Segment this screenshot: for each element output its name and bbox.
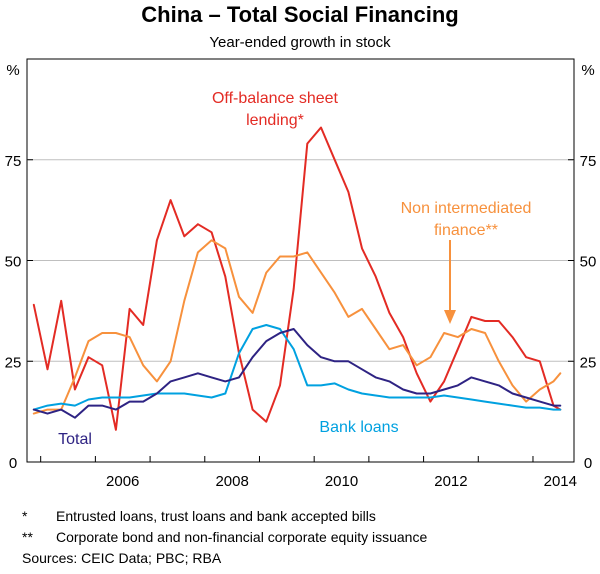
ytick-label-right-0: 0 xyxy=(584,455,592,472)
label-bank-loans: Bank loans xyxy=(319,419,398,436)
label-off-balance-line1: Off-balance sheet xyxy=(212,90,339,107)
label-off-balance-line2: lending* xyxy=(246,112,304,129)
xtick-label-2014: 2014 xyxy=(544,473,577,490)
ytick-label-right-75: 75 xyxy=(580,153,597,170)
series-line-bank-loans xyxy=(32,324,562,411)
y-unit-left: % xyxy=(6,62,19,79)
y-unit-right: % xyxy=(581,62,594,79)
series-line-total xyxy=(32,328,562,419)
series-lines xyxy=(32,126,562,431)
series-line-off-balance-sheet-lending xyxy=(32,126,562,431)
axis-ticks xyxy=(27,159,574,463)
footnotes: * Entrusted loans, trust loans and bank … xyxy=(22,506,592,569)
tick-labels: 0 0 25 25 50 50 75 75 2006 2008 2010 2012 2014 xyxy=(5,153,597,490)
chart-title: China – Total Social Financing xyxy=(141,2,458,27)
xtick-label-2006: 2006 xyxy=(106,473,139,490)
xtick-label-2010: 2010 xyxy=(325,473,358,490)
label-non-intermediated-line2: finance** xyxy=(434,222,498,239)
footnote-2-mark: ** xyxy=(22,529,33,545)
xtick-label-2008: 2008 xyxy=(215,473,248,490)
series-line-non-intermediated-finance xyxy=(32,239,562,415)
gridlines xyxy=(27,159,574,362)
ytick-label-right-25: 25 xyxy=(580,354,597,371)
label-non-intermediated-line1: Non intermediated xyxy=(401,200,532,217)
ytick-label-left-25: 25 xyxy=(5,354,22,371)
sources: Sources: CEIC Data; PBC; RBA xyxy=(22,550,222,566)
ytick-label-left-75: 75 xyxy=(5,153,22,170)
ytick-label-left-0: 0 xyxy=(9,455,17,472)
footnote-2: ** Corporate bond and non-financial corp… xyxy=(22,527,592,548)
arrow-head-icon xyxy=(444,310,456,324)
footnote-2-text: Corporate bond and non-financial corpora… xyxy=(56,529,428,545)
footnote-1: * Entrusted loans, trust loans and bank … xyxy=(22,506,592,527)
label-total: Total xyxy=(58,431,92,448)
ytick-label-left-50: 50 xyxy=(5,254,22,271)
ytick-label-right-50: 50 xyxy=(580,254,597,271)
footnote-1-text: Entrusted loans, trust loans and bank ac… xyxy=(56,508,376,524)
footnote-1-mark: * xyxy=(22,508,28,524)
xtick-label-2012: 2012 xyxy=(434,473,467,490)
chart-subtitle: Year-ended growth in stock xyxy=(209,34,391,51)
